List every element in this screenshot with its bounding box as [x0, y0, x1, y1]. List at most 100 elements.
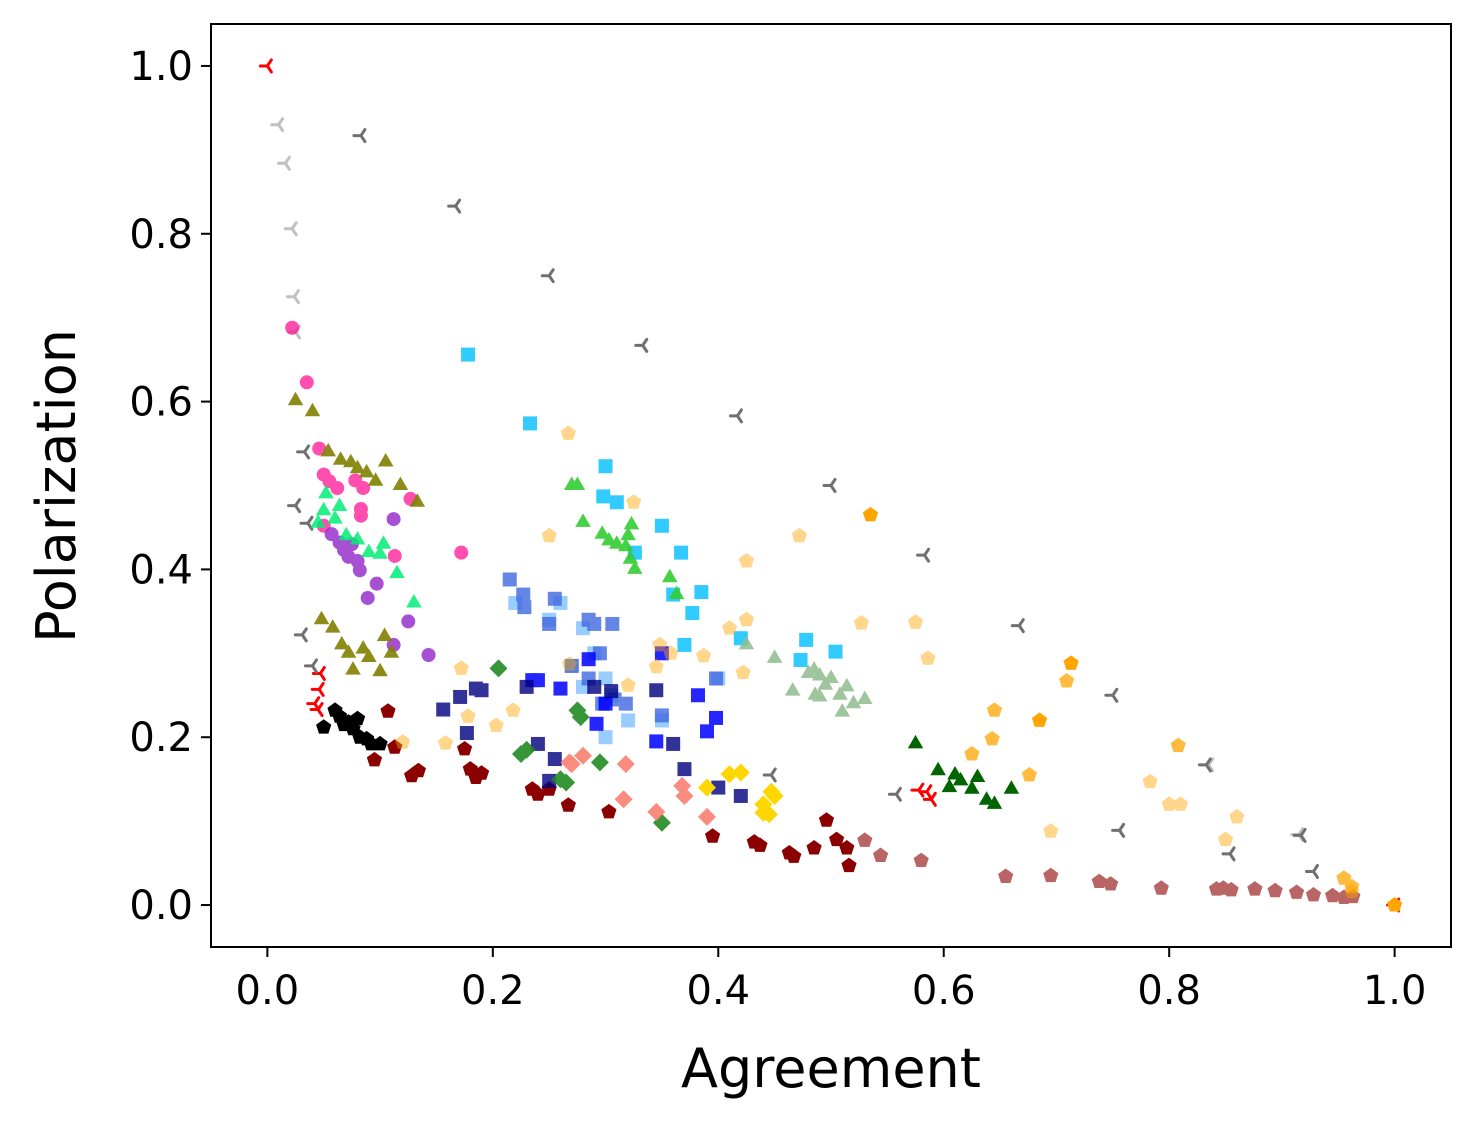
data-point — [760, 805, 778, 824]
data-point — [694, 585, 709, 600]
data-point — [1304, 863, 1319, 879]
data-points — [258, 58, 1403, 913]
data-point — [841, 857, 857, 873]
data-point — [964, 746, 980, 761]
data-point — [1217, 831, 1234, 847]
data-point — [285, 320, 300, 335]
data-point — [387, 739, 403, 754]
data-point — [575, 513, 591, 527]
data-point — [1289, 884, 1305, 899]
y-tick-label: 0.8 — [129, 212, 193, 258]
data-point — [791, 527, 807, 543]
data-point — [311, 665, 326, 681]
data-point — [793, 653, 808, 668]
series-17 — [738, 635, 873, 717]
data-point — [372, 735, 388, 751]
data-point — [410, 762, 426, 778]
data-point — [502, 572, 517, 587]
data-point — [698, 778, 716, 797]
data-point — [1111, 822, 1126, 838]
data-point — [270, 117, 285, 133]
data-point — [839, 677, 855, 692]
series-10 — [857, 832, 1361, 904]
data-point — [564, 658, 579, 673]
data-point — [1344, 883, 1360, 899]
data-point — [1104, 687, 1119, 703]
data-point — [1142, 773, 1158, 789]
data-point — [409, 493, 426, 507]
data-point — [1267, 882, 1283, 898]
x-tick-label: 0.0 — [236, 968, 300, 1014]
series-13 — [525, 646, 724, 749]
data-point — [361, 543, 377, 558]
data-point — [380, 703, 396, 718]
data-point — [318, 484, 334, 499]
data-point — [1197, 757, 1212, 773]
data-point — [907, 734, 924, 749]
series-5 — [324, 512, 436, 662]
data-point — [601, 531, 617, 546]
data-point — [621, 713, 636, 728]
data-point — [387, 548, 402, 563]
data-point — [823, 669, 839, 683]
data-point — [589, 716, 604, 731]
data-point — [598, 730, 613, 745]
data-point — [818, 812, 835, 827]
data-point — [331, 497, 348, 511]
data-point — [685, 606, 700, 621]
data-point — [887, 786, 902, 802]
data-point — [592, 646, 607, 661]
data-point — [327, 510, 343, 524]
data-point — [1344, 878, 1360, 894]
data-point — [343, 453, 359, 468]
data-point — [1021, 767, 1037, 782]
data-point — [705, 828, 721, 843]
data-point — [1170, 737, 1186, 753]
data-point — [601, 803, 617, 819]
data-point — [806, 840, 822, 855]
data-point — [258, 58, 273, 74]
data-point — [316, 719, 332, 734]
data-point — [910, 782, 925, 798]
data-point — [649, 683, 664, 698]
data-point — [306, 696, 321, 712]
data-point — [711, 780, 726, 795]
data-point — [731, 763, 750, 782]
data-point — [1059, 673, 1075, 688]
data-point — [519, 679, 534, 694]
data-point — [299, 375, 314, 390]
data-point — [618, 696, 633, 711]
y-tick-label: 1.0 — [129, 44, 193, 90]
data-point — [596, 489, 611, 504]
data-point — [473, 765, 490, 780]
data-point — [1325, 887, 1341, 903]
data-point — [1063, 655, 1079, 670]
data-point — [372, 662, 388, 677]
data-point — [369, 576, 384, 591]
data-point — [560, 425, 576, 440]
data-point — [1223, 881, 1239, 897]
data-point — [941, 778, 958, 793]
data-point — [1043, 867, 1059, 883]
x-tick-label: 0.6 — [912, 968, 976, 1014]
data-point — [457, 741, 473, 756]
data-point — [662, 568, 678, 583]
data-point — [828, 644, 843, 659]
data-point — [986, 795, 1003, 809]
data-point — [1336, 870, 1352, 885]
data-point — [916, 547, 931, 563]
data-point — [287, 391, 304, 406]
data-point — [786, 848, 802, 863]
data-point — [1003, 780, 1020, 794]
data-point — [845, 694, 862, 709]
data-point — [372, 545, 388, 559]
data-point — [561, 656, 578, 671]
data-point — [587, 679, 602, 694]
data-point — [356, 481, 371, 496]
data-point — [918, 784, 933, 800]
data-point — [1172, 796, 1189, 811]
data-point — [523, 416, 538, 431]
data-point — [598, 459, 613, 474]
data-point — [618, 537, 634, 552]
series-9 — [366, 703, 857, 873]
